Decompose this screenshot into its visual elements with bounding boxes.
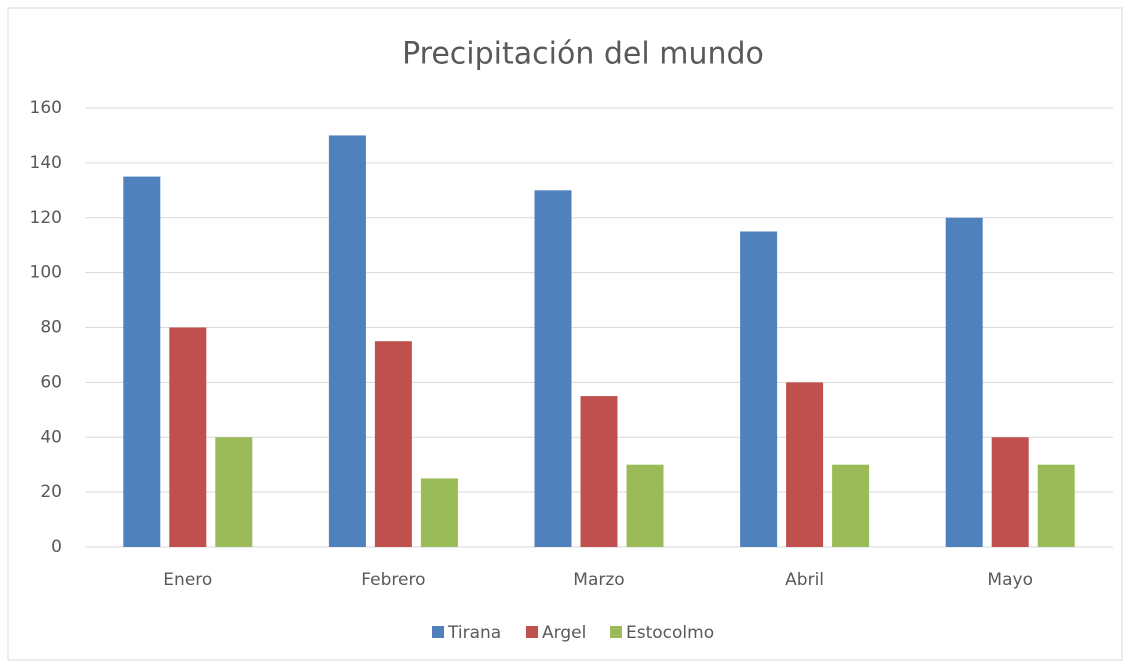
- bar: [832, 464, 870, 547]
- bar: [374, 341, 412, 547]
- bar: [420, 478, 458, 547]
- bar: [945, 217, 983, 547]
- y-tick-label: 160: [30, 98, 62, 118]
- x-tick-label: Enero: [163, 570, 212, 590]
- x-tick-label: Febrero: [361, 570, 425, 590]
- y-tick-label: 80: [40, 318, 62, 338]
- bar: [1037, 464, 1075, 547]
- bar: [328, 135, 366, 547]
- bar: [991, 437, 1029, 547]
- x-tick-label: Marzo: [573, 570, 624, 590]
- x-tick-label: Mayo: [987, 570, 1033, 590]
- legend-label: Tirana: [447, 623, 501, 643]
- y-tick-label: 20: [40, 482, 62, 502]
- y-tick-label: 0: [51, 537, 62, 557]
- legend-swatch: [526, 626, 538, 638]
- chart-title: Precipitación del mundo: [402, 37, 764, 72]
- y-tick-label: 140: [30, 153, 62, 173]
- legend-label: Argel: [542, 623, 586, 643]
- bar: [740, 231, 778, 547]
- bar: [580, 396, 618, 547]
- y-tick-label: 60: [40, 372, 62, 392]
- y-tick-label: 120: [30, 208, 62, 228]
- bar: [123, 176, 161, 547]
- bar: [786, 382, 824, 547]
- x-tick-label: Abril: [785, 570, 824, 590]
- legend-swatch: [610, 626, 622, 638]
- bar: [215, 437, 253, 547]
- bar: [626, 464, 664, 547]
- legend-swatch: [432, 626, 444, 638]
- y-tick-label: 40: [40, 427, 62, 447]
- bar: [534, 190, 572, 547]
- bar: [169, 327, 207, 547]
- y-tick-label: 100: [30, 263, 62, 283]
- legend-label: Estocolmo: [626, 623, 714, 643]
